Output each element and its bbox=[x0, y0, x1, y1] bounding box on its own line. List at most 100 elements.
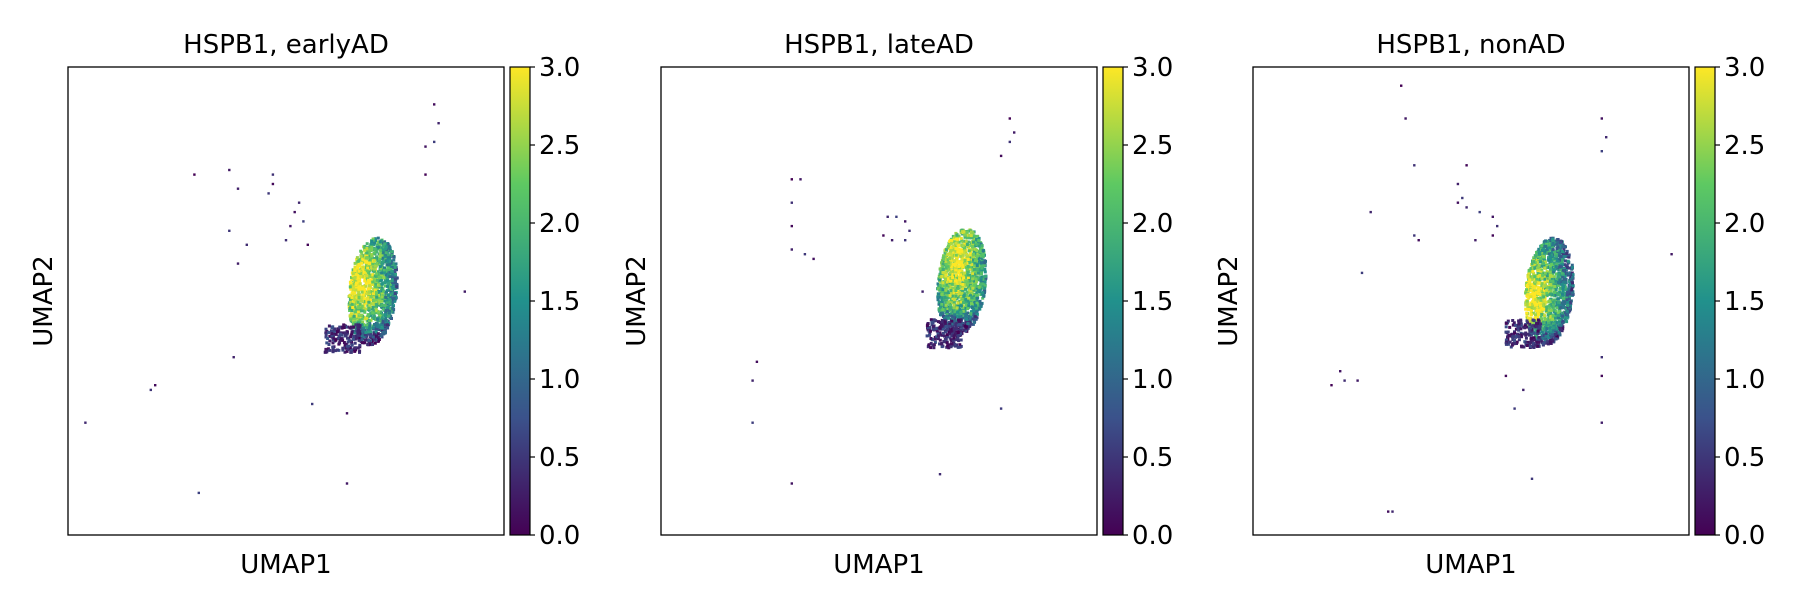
scatter-point bbox=[365, 247, 369, 250]
scatter-point bbox=[358, 280, 362, 284]
scatter-point bbox=[959, 329, 962, 333]
scatter-point bbox=[1562, 248, 1566, 252]
scatter-point bbox=[365, 255, 369, 259]
scatter-point bbox=[966, 311, 970, 315]
scatter-point bbox=[1519, 327, 1523, 331]
scatter-point bbox=[948, 322, 952, 326]
scatter-point bbox=[357, 287, 361, 291]
scatter-point bbox=[381, 254, 385, 258]
scatter-point bbox=[1556, 283, 1560, 287]
scatter-point bbox=[386, 284, 390, 288]
scatter-point bbox=[968, 324, 972, 328]
scatter-point bbox=[1534, 254, 1538, 258]
scatter-point bbox=[973, 235, 977, 238]
scatter-point bbox=[962, 276, 966, 280]
scatter-point bbox=[960, 269, 964, 273]
scatter-point bbox=[391, 281, 395, 284]
scatter-point bbox=[1343, 379, 1346, 382]
scatter-point bbox=[386, 275, 390, 279]
scatter-point bbox=[1570, 267, 1574, 271]
scatter-point bbox=[345, 412, 349, 415]
scatter-point bbox=[387, 314, 391, 318]
scatter-point bbox=[352, 319, 356, 323]
scatter-point bbox=[232, 356, 235, 359]
scatter-point bbox=[932, 325, 935, 329]
scatter-point bbox=[84, 421, 87, 424]
scatter-point bbox=[941, 262, 945, 266]
scatter-point bbox=[1564, 245, 1567, 249]
scatter-point bbox=[1413, 164, 1416, 167]
scatter-point bbox=[1545, 270, 1549, 274]
scatter-point bbox=[973, 283, 977, 287]
scatter-point bbox=[339, 337, 343, 341]
scatter-point bbox=[1529, 345, 1533, 349]
scatter-point bbox=[1509, 345, 1513, 349]
scatter-point bbox=[391, 266, 394, 269]
scatter-point bbox=[972, 312, 976, 316]
scatter-point bbox=[1529, 313, 1533, 317]
scatter-point bbox=[925, 334, 929, 338]
scatter-point bbox=[1554, 283, 1558, 287]
scatter-point bbox=[944, 325, 948, 328]
scatter-point bbox=[379, 266, 383, 270]
scatter-point bbox=[1513, 342, 1517, 346]
scatter-point bbox=[1532, 331, 1536, 335]
scatter-point bbox=[983, 263, 986, 267]
scatter-point bbox=[945, 314, 949, 318]
scatter-point bbox=[979, 279, 983, 283]
scatter-point bbox=[1535, 261, 1539, 264]
scatter-point bbox=[289, 224, 292, 228]
panel-3: HSPB1, nonADUMAP1UMAP20.00.51.01.52.02.5… bbox=[1214, 30, 1765, 580]
scatter-point bbox=[980, 244, 984, 248]
scatter-point bbox=[1537, 336, 1541, 339]
colorbar-tick-label: 1.5 bbox=[1132, 287, 1173, 317]
scatter-point bbox=[967, 273, 970, 277]
scatter-point bbox=[357, 296, 361, 299]
scatter-point bbox=[983, 267, 987, 271]
scatter-point bbox=[942, 284, 946, 288]
scatter-point bbox=[1538, 280, 1542, 284]
scatter-point bbox=[956, 260, 960, 264]
scatter-point bbox=[376, 293, 380, 297]
scatter-point bbox=[962, 328, 966, 332]
scatter-point bbox=[1540, 330, 1544, 333]
scatter-point bbox=[803, 253, 807, 256]
scatter-point bbox=[982, 275, 986, 279]
scatter-point bbox=[336, 337, 340, 341]
scatter-point bbox=[954, 344, 957, 348]
scatter-point bbox=[343, 346, 347, 350]
scatter-point bbox=[1553, 284, 1557, 288]
scatter-point bbox=[393, 275, 397, 279]
colorbar-tick-label: 1.5 bbox=[1724, 287, 1765, 317]
scatter-point bbox=[331, 349, 335, 353]
scatter-point bbox=[1535, 313, 1539, 317]
colorbar-tick-label: 0.0 bbox=[1132, 521, 1173, 551]
scatter-point bbox=[963, 324, 967, 328]
scatter-point bbox=[1544, 286, 1547, 290]
scatter-point bbox=[976, 252, 980, 256]
scatter-point bbox=[365, 260, 369, 264]
scatter-point bbox=[1545, 263, 1549, 267]
scatter-point bbox=[367, 339, 371, 342]
scatter-point bbox=[956, 250, 960, 254]
scatter-point bbox=[1545, 247, 1549, 251]
scatter-point bbox=[387, 282, 390, 286]
scatter-point bbox=[956, 345, 960, 349]
scatter-point bbox=[941, 327, 945, 331]
scatter-point bbox=[952, 336, 956, 340]
scatter-point bbox=[982, 277, 986, 281]
scatter-point bbox=[958, 345, 962, 349]
scatter-point bbox=[1543, 266, 1547, 270]
scatter-point bbox=[388, 282, 392, 286]
scatter-point bbox=[1539, 315, 1543, 318]
scatter-point bbox=[362, 306, 366, 310]
scatter-point bbox=[354, 348, 358, 352]
scatter-point bbox=[1547, 286, 1551, 290]
scatter-point bbox=[751, 421, 754, 424]
scatter-point bbox=[344, 325, 348, 329]
scatter-point bbox=[952, 321, 956, 325]
scatter-point bbox=[1538, 281, 1542, 285]
scatter-point bbox=[384, 276, 388, 280]
scatter-point bbox=[1549, 292, 1553, 296]
scatter-point bbox=[1541, 264, 1544, 268]
